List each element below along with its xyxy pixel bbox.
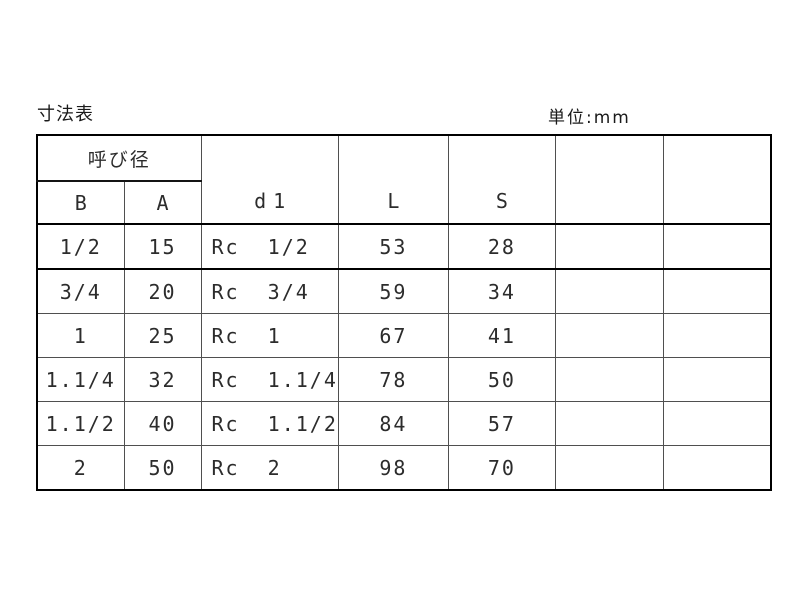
cell-d1: Rc 1 [200, 313, 339, 358]
cell-a: 20 [123, 268, 202, 314]
cell-empty-1 [554, 223, 664, 270]
cell-empty-1 [554, 357, 664, 402]
cell-s: 41 [447, 313, 556, 358]
column-header-b: B [36, 180, 125, 225]
cell-l: 67 [337, 313, 449, 358]
cell-empty-2 [662, 268, 772, 314]
cell-empty-1 [554, 445, 664, 491]
cell-d1: Rc 1.1/2 [200, 401, 339, 446]
dimension-table: 呼び径 d1 L S B A 1/2 15 Rc 1/2 53 28 [36, 134, 773, 491]
cell-s: 70 [447, 445, 556, 491]
cell-empty-1 [554, 313, 664, 358]
cell-b: 2 [36, 445, 125, 491]
cell-a: 32 [123, 357, 202, 402]
cell-b: 1.1/2 [36, 401, 125, 446]
column-header-l: L [337, 134, 449, 225]
cell-l: 59 [337, 268, 449, 314]
cell-a: 40 [123, 401, 202, 446]
column-header-s: S [447, 134, 556, 225]
cell-a: 50 [123, 445, 202, 491]
cell-l: 98 [337, 445, 449, 491]
cell-empty-2 [662, 223, 772, 270]
cell-b: 3/4 [36, 268, 125, 314]
cell-empty-2 [662, 401, 772, 446]
unit-label: 単位:mm [548, 108, 631, 128]
cell-d1: Rc 1.1/4 [200, 357, 339, 402]
header-row-sub: B A [36, 180, 771, 225]
cell-d1: Rc 2 [200, 445, 339, 491]
cell-l: 78 [337, 357, 449, 402]
column-header-empty-1 [554, 134, 664, 225]
cell-a: 25 [123, 313, 202, 358]
cell-b: 1/2 [36, 223, 125, 270]
cell-s: 28 [447, 223, 556, 270]
cell-empty-2 [662, 445, 772, 491]
table-row: 1/2 15 Rc 1/2 53 28 [36, 223, 772, 270]
column-header-a: A [123, 180, 202, 225]
cell-s: 57 [447, 401, 556, 446]
cell-a: 15 [123, 223, 202, 270]
table-row: 2 50 Rc 2 98 70 [36, 445, 772, 491]
table-row: 1 25 Rc 1 67 41 [36, 313, 772, 358]
table-row: 1.1/2 40 Rc 1.1/2 84 57 [36, 401, 772, 446]
cell-b: 1.1/4 [36, 357, 125, 402]
cell-s: 34 [447, 268, 556, 314]
cell-empty-2 [662, 357, 772, 402]
cell-l: 84 [337, 401, 449, 446]
group-header-nominal-diameter: 呼び径 [36, 134, 202, 182]
cell-empty-2 [662, 313, 772, 358]
header-row-group: 呼び径 d1 L S [36, 134, 772, 225]
column-header-empty-2 [662, 134, 772, 225]
table-row: 3/4 20 Rc 3/4 59 34 [36, 268, 772, 314]
table-title: 寸法表 [37, 104, 94, 125]
cell-s: 50 [447, 357, 556, 402]
cell-empty-1 [554, 268, 664, 314]
table-row: 1.1/4 32 Rc 1.1/4 78 50 [36, 357, 772, 402]
cell-d1: Rc 3/4 [200, 268, 339, 314]
cell-b: 1 [36, 313, 125, 358]
cell-empty-1 [554, 401, 664, 446]
column-header-d1: d1 [200, 134, 339, 225]
cell-d1: Rc 1/2 [200, 223, 339, 270]
cell-l: 53 [337, 223, 449, 270]
